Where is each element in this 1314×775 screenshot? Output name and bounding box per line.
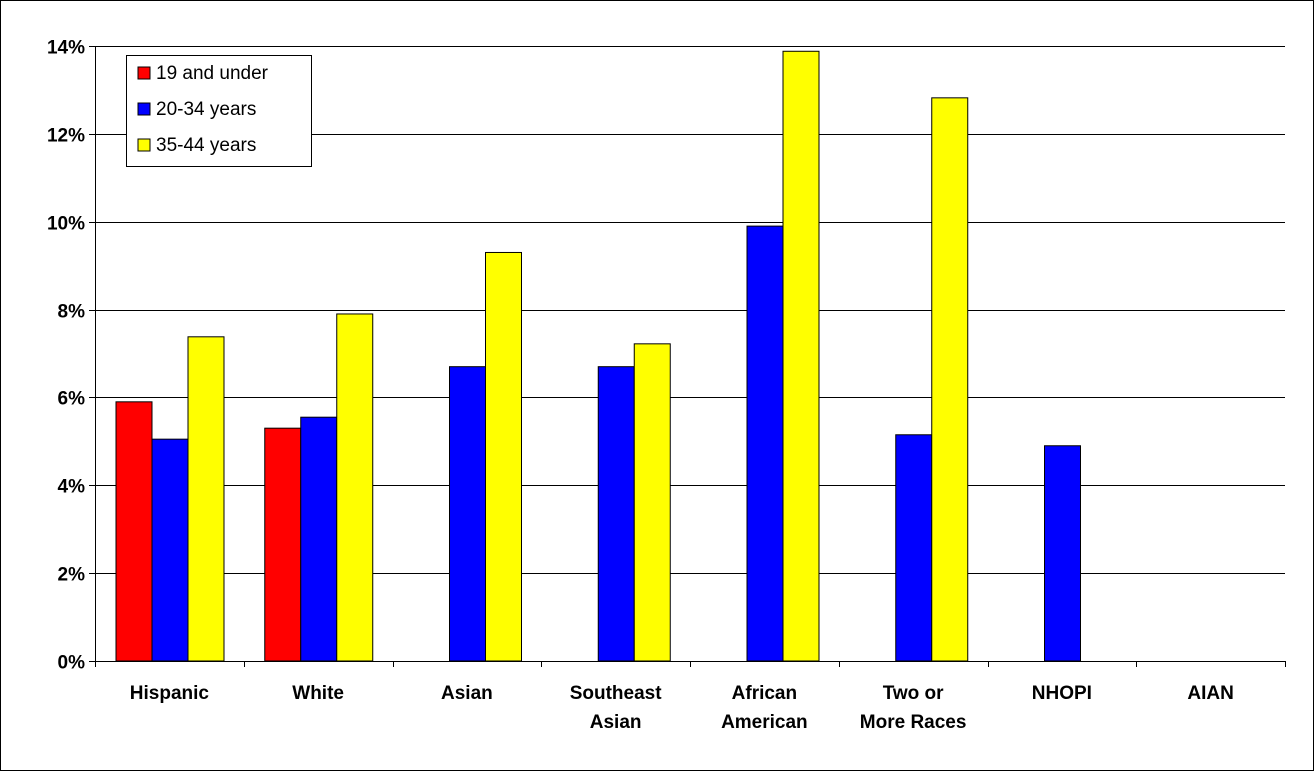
- bar: [485, 251, 522, 662]
- y-tick-label: 10%: [47, 214, 85, 235]
- legend-label: 35-44 years: [156, 135, 256, 156]
- x-tick-label-line: More Races: [860, 712, 967, 733]
- x-tick-label-line: Asian: [590, 712, 642, 733]
- bar: [264, 427, 302, 662]
- x-tick-label-line: Hispanic: [130, 683, 210, 704]
- x-tick-label-line: Southeast: [570, 683, 663, 704]
- bar: [895, 434, 933, 662]
- x-tick-label: Hispanic: [130, 683, 210, 704]
- y-tick-label: 6%: [58, 389, 86, 410]
- y-tick-label: 12%: [47, 126, 85, 147]
- bar: [782, 50, 820, 662]
- bar: [449, 366, 486, 662]
- legend-box: [126, 55, 312, 167]
- bar: [187, 336, 225, 662]
- bar: [1044, 445, 1081, 662]
- x-tick-label: AIAN: [1187, 683, 1233, 704]
- x-tick-label: White: [292, 683, 344, 704]
- bar: [115, 401, 153, 662]
- x-tick-label-line: Two or: [883, 683, 944, 704]
- y-tick-label: 2%: [58, 565, 86, 586]
- x-tick-label-line: White: [292, 683, 344, 704]
- x-tick-label-line: NHOPI: [1032, 683, 1092, 704]
- legend-swatch: [137, 138, 151, 152]
- x-tick-label-line: Asian: [441, 683, 493, 704]
- x-tick-label: Asian: [441, 683, 493, 704]
- bar: [151, 438, 189, 662]
- bar: [300, 416, 338, 662]
- bar: [633, 343, 671, 662]
- x-tick-label-line: American: [721, 712, 808, 733]
- legend-swatch: [137, 66, 151, 80]
- y-tick-label: 8%: [58, 302, 86, 323]
- legend-label: 20-34 years: [156, 99, 256, 120]
- bar: [336, 313, 374, 662]
- legend-swatch: [137, 102, 151, 116]
- y-tick-label: 4%: [58, 477, 86, 498]
- x-tick-label: Southeast Asian: [570, 683, 663, 733]
- y-tick-label: 14%: [47, 38, 85, 59]
- legend-label: 19 and under: [156, 63, 269, 84]
- y-axis-ticks: 0% 2% 4% 6% 8% 10% 12% 14%: [47, 38, 95, 674]
- x-tick-label: Two or More Races: [860, 683, 967, 733]
- y-tick-label: 0%: [58, 653, 86, 674]
- x-tick-label-line: African: [732, 683, 797, 704]
- bar: [597, 366, 635, 662]
- legend: 19 and under 20-34 years 35-44 years: [126, 55, 312, 167]
- x-tick-label: NHOPI: [1032, 683, 1092, 704]
- x-tick-label-line: AIAN: [1187, 683, 1233, 704]
- x-tick-label: African American: [721, 683, 808, 733]
- bars: [115, 50, 1081, 662]
- bar: [931, 97, 969, 662]
- bar: [746, 225, 784, 662]
